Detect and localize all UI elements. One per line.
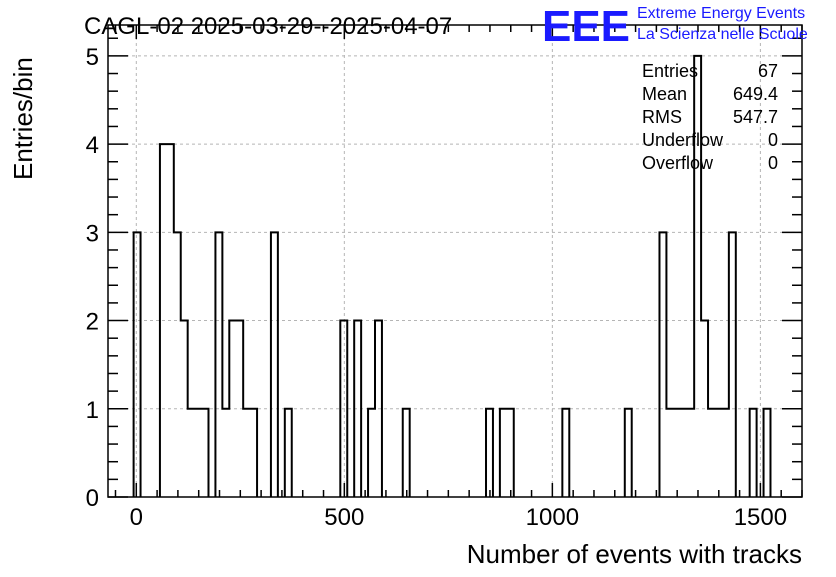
histogram-bar (134, 232, 141, 497)
y-tick-label: 3 (86, 220, 99, 247)
logo-mark: EEE (542, 2, 630, 51)
x-tick-label: 1000 (526, 504, 579, 531)
histogram-bar (188, 409, 209, 497)
y-axis-label: Entries/bin (8, 57, 38, 180)
x-tick-label: 1500 (734, 504, 787, 531)
histogram-bar (174, 232, 181, 497)
stats-value: 547.7 (733, 107, 778, 127)
y-tick-label: 2 (86, 309, 99, 336)
plot-frame (107, 24, 803, 498)
histogram-bar (285, 409, 292, 497)
histogram-bar (708, 409, 729, 497)
histogram-bar (701, 321, 708, 497)
stats-value: 649.4 (733, 84, 778, 104)
histogram-bins (132, 54, 772, 497)
stats-box: Entries 67 Mean 649.4 RMS 547.7 Underflow 0 Over… (642, 61, 778, 173)
histogram-bar (562, 409, 569, 497)
histogram-bar (403, 409, 410, 497)
histogram-bar (673, 409, 694, 497)
stats-label: Overflow (642, 153, 714, 173)
histogram-bar (271, 232, 278, 497)
chart-title: CAGL-02 2025-03-29--2025-04-07 (84, 13, 452, 40)
axis-ticks (108, 25, 803, 498)
histogram-bar (243, 409, 257, 497)
y-tick-label: 0 (86, 485, 99, 512)
histogram-bar (340, 321, 347, 497)
x-axis-label: Number of events with tracks (467, 539, 802, 569)
histogram-bar (375, 321, 382, 497)
eee-logo: EEE Extreme Energy Events La Scienza nel… (542, 2, 808, 51)
stats-value: 67 (758, 61, 778, 81)
histogram-bar (694, 56, 701, 497)
tick-labels: 0 500 1000 1500 0 1 2 3 4 5 (86, 44, 787, 531)
histogram-bar (181, 321, 188, 497)
stats-value: 0 (768, 130, 778, 150)
logo-line-2: La Scienza nelle Scuole (637, 26, 808, 43)
x-tick-label: 0 (130, 504, 143, 531)
histogram-bar (229, 321, 243, 497)
histogram-bar (215, 232, 222, 497)
stats-label: Mean (642, 84, 687, 104)
stats-label: Entries (642, 61, 698, 81)
logo-line-1: Extreme Energy Events (637, 5, 805, 22)
histogram-bar (729, 232, 736, 497)
stats-value: 0 (768, 153, 778, 173)
histogram-bar (625, 409, 632, 497)
histogram-bar (666, 409, 673, 497)
histogram-outline (132, 54, 772, 497)
stats-label: Underflow (642, 130, 724, 150)
stats-label: RMS (642, 107, 682, 127)
histogram-bar (500, 409, 514, 497)
histogram-bar (222, 409, 229, 497)
histogram-bar (160, 144, 174, 497)
histogram-bar (354, 321, 361, 497)
y-tick-label: 4 (86, 132, 99, 159)
x-tick-label: 500 (324, 504, 364, 531)
y-tick-label: 5 (86, 44, 99, 71)
histogram-bar (659, 232, 666, 497)
histogram-bar (368, 409, 375, 497)
y-tick-label: 1 (86, 397, 99, 424)
histogram-bar (764, 409, 771, 497)
histogram-bar (486, 409, 493, 497)
histogram-bar (750, 409, 757, 497)
